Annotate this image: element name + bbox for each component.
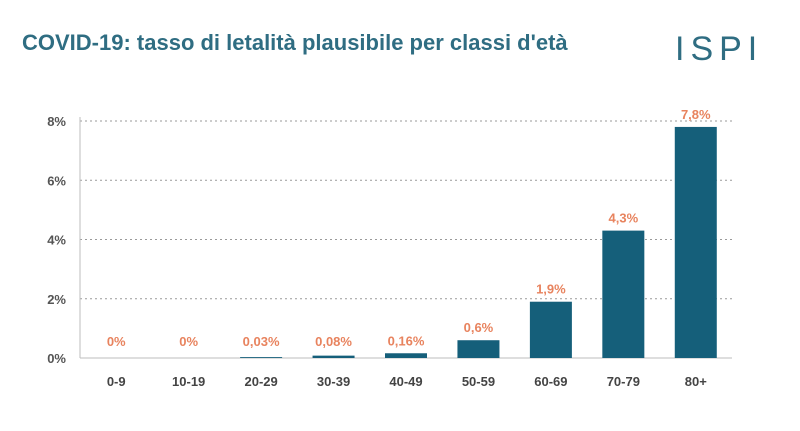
bar bbox=[240, 357, 283, 358]
data-labels: 0% 0% 0,03% 0,08% 0,16% 0,6% 1,9% 4,3% 7,8% bbox=[107, 107, 711, 349]
x-tick-label: 70-79 bbox=[607, 374, 640, 389]
x-tick-label: 20-29 bbox=[244, 374, 277, 389]
data-label: 7,8% bbox=[681, 107, 711, 122]
data-label: 4,3% bbox=[609, 211, 639, 226]
x-tick-label: 30-39 bbox=[317, 374, 350, 389]
data-label: 0% bbox=[179, 334, 198, 349]
bar bbox=[457, 340, 500, 358]
y-tick-label: 0% bbox=[47, 351, 66, 366]
bar bbox=[674, 126, 717, 358]
x-tick-label: 60-69 bbox=[534, 374, 567, 389]
data-label: 0,08% bbox=[315, 334, 352, 349]
x-tick-label: 10-19 bbox=[172, 374, 205, 389]
y-tick-label: 8% bbox=[47, 114, 66, 129]
bar bbox=[312, 355, 355, 358]
chart-title: COVID-19: tasso di letalità plausibile p… bbox=[22, 30, 568, 55]
data-label: 1,9% bbox=[536, 282, 566, 297]
x-tick-label: 0-9 bbox=[107, 374, 126, 389]
y-axis-ticks: 0% 2% 4% 6% 8% bbox=[47, 114, 66, 366]
y-tick-label: 2% bbox=[47, 292, 66, 307]
x-tick-label: 80+ bbox=[685, 374, 707, 389]
x-tick-label: 40-49 bbox=[389, 374, 422, 389]
data-label: 0,16% bbox=[388, 333, 425, 348]
x-tick-label: 50-59 bbox=[462, 374, 495, 389]
bar bbox=[602, 230, 645, 358]
x-axis-ticks: 0-9 10-19 20-29 30-39 40-49 50-59 60-69 70-79 80… bbox=[107, 374, 707, 389]
y-tick-label: 4% bbox=[47, 233, 66, 248]
bar bbox=[529, 301, 572, 358]
data-label: 0% bbox=[107, 334, 126, 349]
y-tick-label: 6% bbox=[47, 173, 66, 188]
data-label: 0,6% bbox=[464, 320, 494, 335]
bar bbox=[385, 353, 427, 358]
ispi-logo: ISPI bbox=[675, 30, 764, 68]
data-label: 0,03% bbox=[243, 334, 280, 349]
bars bbox=[240, 126, 717, 358]
